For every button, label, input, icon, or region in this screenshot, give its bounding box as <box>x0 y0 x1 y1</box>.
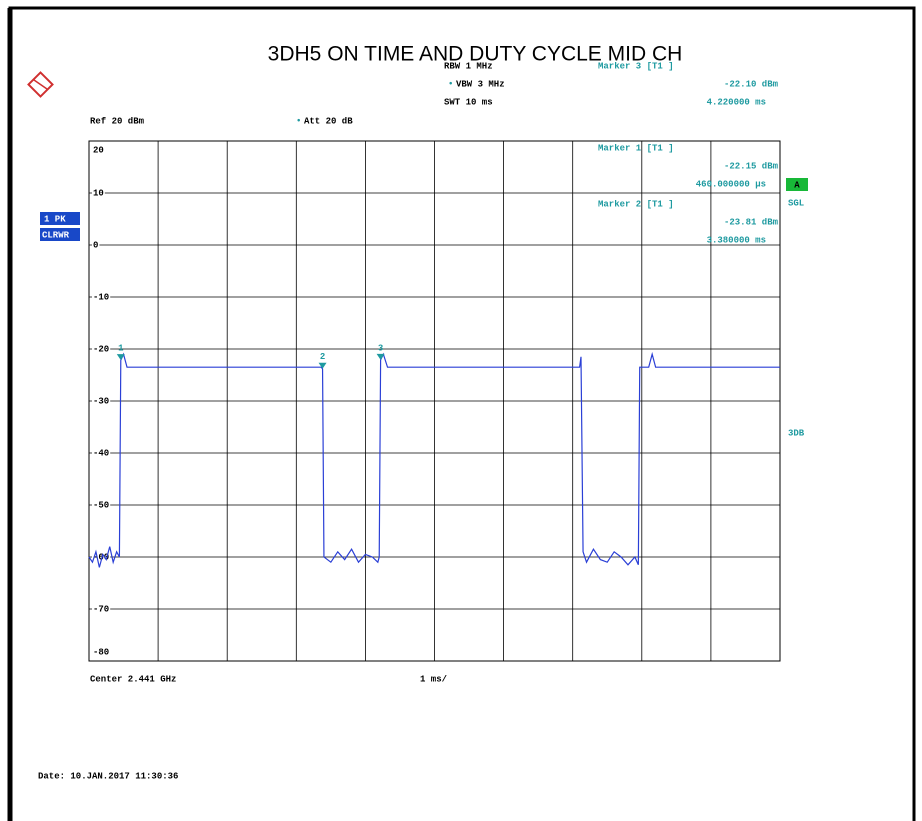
marker-label: 3 <box>378 343 383 353</box>
marker <box>116 354 125 361</box>
trace-box <box>40 212 80 225</box>
label-bg <box>92 396 111 407</box>
vbw-dot: • <box>448 79 453 89</box>
trace <box>88 351 780 568</box>
bw-label: 3DB <box>788 428 805 438</box>
marker <box>318 362 327 369</box>
marker <box>376 353 385 360</box>
readout-time: 460.000000 µs <box>696 179 766 189</box>
y-tick-label: -80 <box>93 647 109 657</box>
readout-time: 3.380000 ms <box>707 235 766 245</box>
sgl-label: SGL <box>788 198 804 208</box>
label-bg <box>92 292 111 303</box>
readout-title: Marker 2 [T1 ] <box>598 199 674 209</box>
ref-level: Ref 20 dBm <box>90 116 145 126</box>
y-tick-label: 10 <box>93 188 104 198</box>
frame <box>8 6 916 821</box>
y-tick-label: -60 <box>93 552 109 562</box>
attenuation: Att 20 dB <box>304 116 353 126</box>
y-tick-label: -50 <box>93 500 109 510</box>
y-tick-label: 20 <box>93 145 104 155</box>
y-tick-label: -70 <box>93 604 109 614</box>
y-tick-label: -10 <box>93 292 109 302</box>
y-tick-label: -20 <box>93 344 109 354</box>
label-bg <box>92 604 111 615</box>
swt: SWT 10 ms <box>444 97 493 107</box>
center-freq: Center 2.441 GHz <box>90 674 176 684</box>
vbw: VBW 3 MHz <box>456 79 505 89</box>
marker-label: 1 <box>118 344 124 354</box>
trace-label: 1 PK <box>44 214 66 224</box>
readout-title: Marker 1 [T1 ] <box>598 143 674 153</box>
rbw: RBW 1 MHz <box>444 61 493 71</box>
marker-label: 2 <box>320 352 325 362</box>
label-bg <box>92 344 111 355</box>
readout-level: -22.10 dBm <box>724 79 779 89</box>
label-bg <box>92 500 111 511</box>
span: 1 ms/ <box>420 674 447 684</box>
mode-box <box>40 228 80 241</box>
logo <box>27 71 54 98</box>
readout-title: Marker 3 [T1 ] <box>598 61 674 71</box>
y-tick-label: 0 <box>93 240 98 250</box>
label-bg <box>92 552 111 563</box>
label-bg <box>92 448 111 459</box>
readout-level: -22.15 dBm <box>724 161 779 171</box>
mode-label: CLRWR <box>42 230 70 240</box>
label-bg <box>92 188 105 199</box>
date: Date: 10.JAN.2017 11:30:36 <box>38 771 178 781</box>
att-dot: • <box>296 116 301 126</box>
chart-title: 3DH5 ON TIME AND DUTY CYCLE MID CH <box>268 43 683 66</box>
status-box <box>786 178 808 191</box>
status-label: A <box>794 180 800 190</box>
readout-level: -23.81 dBm <box>724 217 779 227</box>
readout-time: 4.220000 ms <box>707 97 766 107</box>
y-tick-label: -30 <box>93 396 109 406</box>
y-tick-label: -40 <box>93 448 109 458</box>
label-bg <box>92 240 100 251</box>
